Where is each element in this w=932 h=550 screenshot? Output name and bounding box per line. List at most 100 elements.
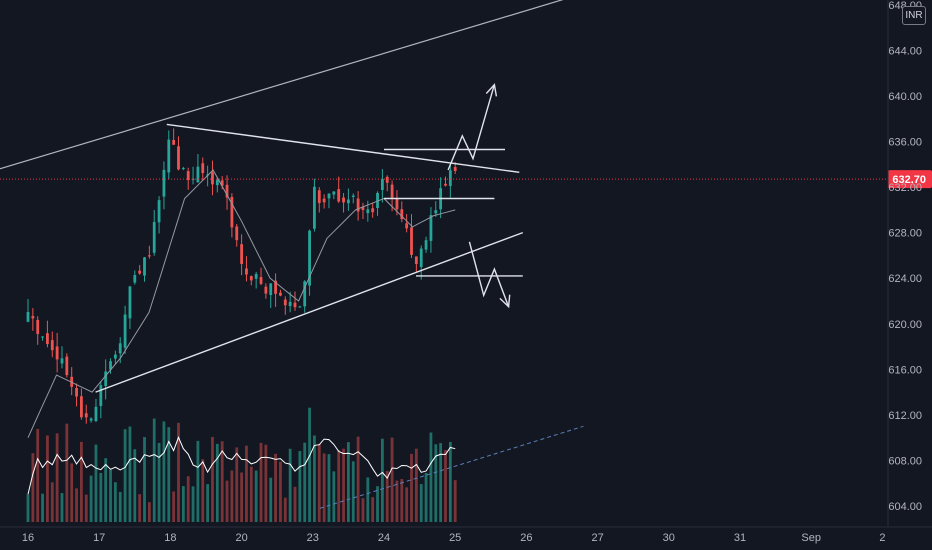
candle-body	[351, 195, 355, 197]
currency-badge[interactable]: INR	[902, 6, 926, 25]
volume-bar	[240, 472, 243, 522]
candle-body	[347, 199, 350, 204]
volume-bar	[133, 449, 137, 522]
candle-body	[434, 210, 438, 214]
candle-body	[337, 189, 341, 202]
x-tick-label: 30	[663, 532, 675, 544]
volume-bar	[376, 486, 379, 522]
candle-body	[453, 167, 457, 171]
volume-bar	[152, 418, 156, 522]
volume-bar	[313, 435, 316, 522]
candle-body	[46, 333, 49, 345]
volume-bar	[254, 470, 258, 522]
candle-body	[109, 361, 112, 370]
candle-body	[269, 283, 273, 296]
volume-bar	[104, 458, 108, 522]
candle-body	[405, 223, 409, 229]
y-tick-label: 604.00	[888, 501, 922, 513]
volume-ma-line	[27, 436, 456, 495]
volume-bar	[143, 437, 146, 522]
y-tick-label: 636.00	[888, 137, 922, 149]
candle-body	[157, 200, 161, 223]
candle-body	[240, 244, 243, 264]
volume-bar	[245, 445, 248, 522]
x-tick-label: 27	[591, 532, 603, 544]
volume-bar	[201, 459, 205, 522]
candle-body	[225, 184, 229, 198]
x-tick-label: 17	[93, 532, 105, 544]
candle-body	[235, 226, 239, 241]
upper-channel-line	[0, 0, 564, 170]
candle-body	[424, 240, 428, 250]
candle-body	[94, 406, 98, 422]
bearish-projection-path	[468, 241, 510, 307]
volume-bar	[439, 443, 443, 522]
volume-bar	[235, 447, 239, 522]
volume-bar	[50, 482, 54, 522]
volume-bar	[347, 442, 350, 522]
x-tick-label: 31	[734, 532, 746, 544]
volume-bar	[249, 466, 253, 522]
volume-bar	[303, 442, 307, 522]
drawings[interactable]	[0, 0, 584, 509]
volume-bar	[279, 461, 282, 522]
candle-body	[342, 197, 345, 203]
candle-body	[196, 166, 200, 183]
candle-body	[249, 276, 253, 281]
y-tick-label: 644.00	[888, 45, 922, 57]
volume-bar	[288, 448, 292, 522]
candle-body	[366, 209, 370, 214]
price-axis[interactable]: 604.00 608.00 612.00 616.00 620.00 624.00 628.…	[887, 0, 922, 527]
volume-bar	[259, 442, 263, 522]
candle-body	[245, 268, 248, 275]
volume-bars	[26, 407, 457, 522]
candle-body	[259, 277, 263, 284]
x-tick-label: 25	[449, 532, 461, 544]
volume-bar	[283, 497, 287, 522]
volume-bar	[181, 486, 185, 522]
candle-body	[308, 230, 311, 286]
candle-body	[65, 356, 69, 376]
candle-body	[215, 180, 219, 186]
volume-ma	[27, 436, 456, 495]
volume-bar	[118, 491, 122, 522]
time-axis[interactable]: 16 17 18 20 23 24 25 26 27 30 31 Sep 2	[0, 526, 932, 544]
volume-bar	[215, 443, 219, 522]
volume-bar	[342, 448, 345, 522]
volume-bar	[196, 440, 200, 522]
candle-body	[264, 286, 268, 294]
volume-bar	[356, 436, 360, 522]
volume-bar	[274, 453, 277, 522]
candle-body	[123, 314, 127, 348]
volume-bar	[293, 486, 297, 522]
volume-bar	[220, 441, 224, 522]
volume-bar	[225, 480, 229, 522]
volume-bar	[157, 442, 161, 522]
volume-bar	[332, 471, 336, 522]
x-tick-label: 26	[520, 532, 532, 544]
volume-bar	[351, 461, 355, 522]
candle-body	[322, 198, 326, 203]
candle-body	[410, 227, 413, 255]
y-tick-label: 648.00	[888, 0, 922, 12]
volume-bar	[366, 477, 370, 522]
candle-body	[89, 418, 93, 421]
candle-body	[429, 215, 433, 241]
candle-body	[143, 257, 146, 276]
volume-bar	[109, 469, 112, 522]
candle-body	[55, 346, 59, 360]
bearish-arrowhead	[499, 294, 511, 309]
lower-channel-line	[95, 231, 524, 393]
volume-bar	[26, 494, 30, 522]
candle-body	[186, 171, 190, 180]
volume-bar	[41, 493, 44, 522]
volume-bar	[361, 498, 365, 522]
y-tick-label: 628.00	[888, 228, 922, 240]
candle-body	[448, 170, 452, 186]
candle-body	[385, 176, 389, 183]
candle-body	[50, 340, 54, 351]
candle-body	[201, 163, 205, 174]
volume-bar	[80, 441, 83, 522]
candle-body	[327, 193, 331, 199]
